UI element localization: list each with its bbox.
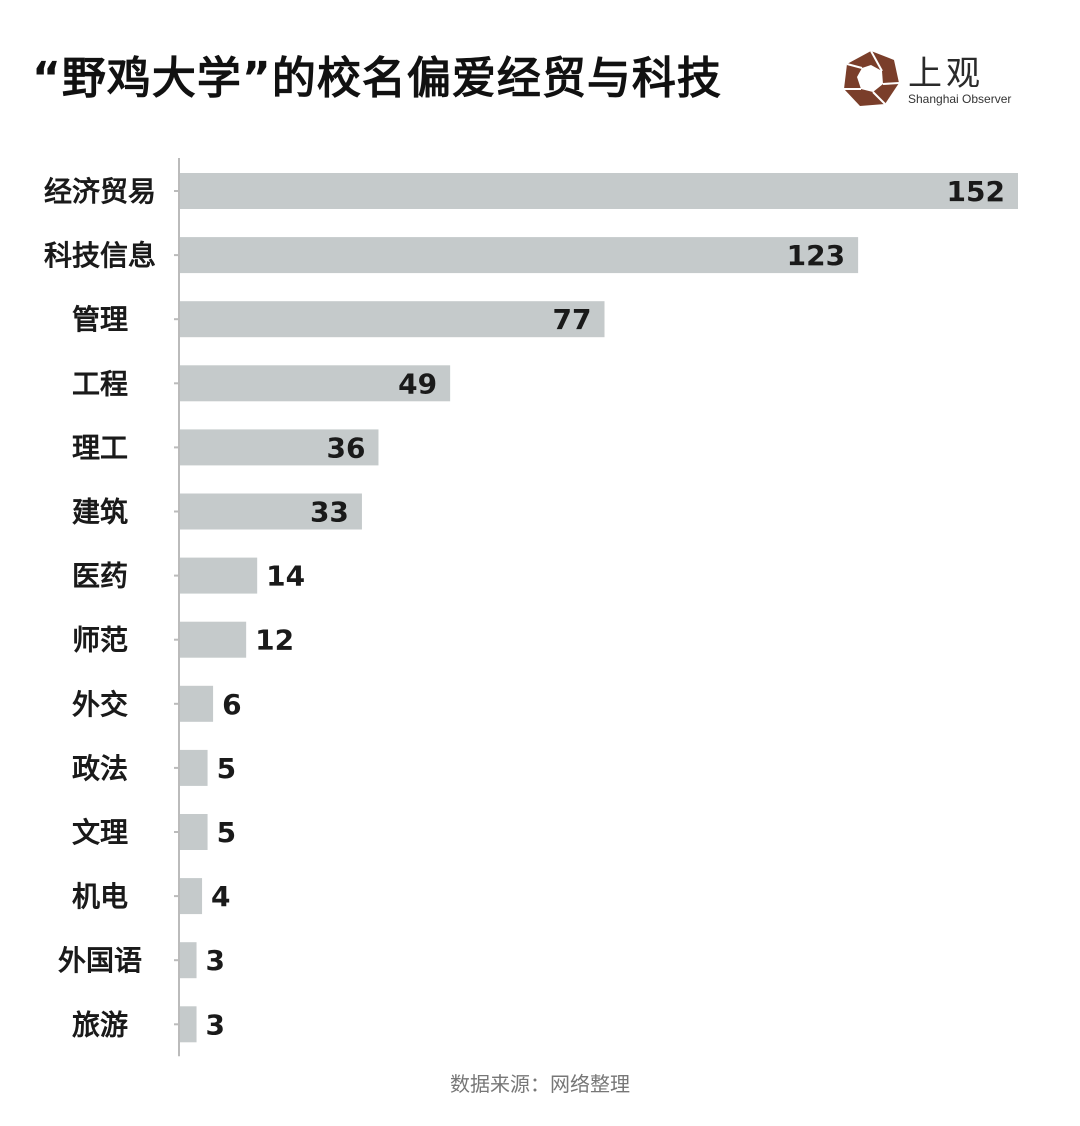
bar-3 <box>180 365 451 402</box>
value-label: 77 <box>553 303 592 336</box>
value-label: 33 <box>310 496 349 529</box>
category-label: 机电 <box>72 880 128 913</box>
bar-7 <box>180 621 247 658</box>
value-label: 4 <box>211 880 230 913</box>
value-label: 3 <box>206 1008 225 1041</box>
bar-1 <box>180 237 859 274</box>
value-label: 123 <box>787 239 845 272</box>
data-source-note: 数据来源：网络整理 <box>450 1072 630 1096</box>
bar-6 <box>180 557 258 594</box>
logo-english-text: Shanghai Observer <box>908 92 1012 106</box>
logo-chinese-text: 上观 <box>908 54 984 94</box>
value-label: 36 <box>327 431 366 464</box>
bar-0 <box>180 173 1018 209</box>
category-label: 文理 <box>72 816 128 849</box>
chart-title: “野鸡大学”的校名偏爱经贸与科技 <box>32 53 722 104</box>
value-label: 12 <box>255 624 294 657</box>
category-label: 医药 <box>72 560 128 593</box>
bar-2 <box>180 301 605 338</box>
category-label: 经济贸易 <box>44 175 156 208</box>
bar-5 <box>180 493 362 530</box>
logo-mark-icon <box>844 50 900 106</box>
shanghai-observer-logo: 上观 Shanghai Observer <box>842 46 1012 110</box>
category-label: 理工 <box>72 431 128 464</box>
category-label: 建筑 <box>72 496 128 529</box>
bar-4 <box>180 429 379 466</box>
bar-13 <box>180 1006 197 1043</box>
value-label: 3 <box>206 944 225 977</box>
bar-9 <box>180 749 208 786</box>
category-label: 外交 <box>72 688 128 721</box>
bar-12 <box>180 942 197 979</box>
category-label: 外国语 <box>58 944 142 977</box>
value-label: 152 <box>947 175 1005 208</box>
value-label: 5 <box>217 752 236 785</box>
category-label: 师范 <box>72 624 128 657</box>
category-label: 管理 <box>72 303 128 336</box>
category-label: 政法 <box>72 752 128 785</box>
category-label: 科技信息 <box>44 239 156 272</box>
value-label: 5 <box>217 816 236 849</box>
bar-10 <box>180 814 208 850</box>
category-label: 旅游 <box>72 1008 128 1041</box>
bar-11 <box>180 878 203 915</box>
bar-8 <box>180 685 214 722</box>
value-label: 49 <box>398 367 437 400</box>
value-label: 14 <box>266 560 305 593</box>
category-label: 工程 <box>72 367 128 400</box>
value-label: 6 <box>222 688 241 721</box>
